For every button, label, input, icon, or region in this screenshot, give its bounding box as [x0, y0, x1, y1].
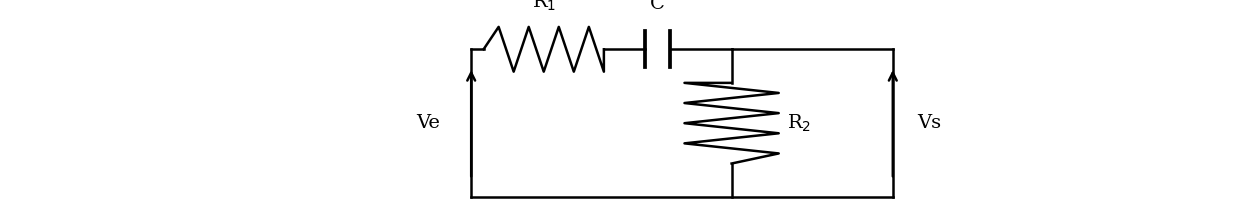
Text: Ve: Ve — [417, 114, 440, 132]
Text: Vs: Vs — [918, 114, 941, 132]
Text: R$_1$: R$_1$ — [532, 0, 556, 13]
Text: R$_2$: R$_2$ — [787, 112, 811, 134]
Text: C: C — [650, 0, 665, 13]
